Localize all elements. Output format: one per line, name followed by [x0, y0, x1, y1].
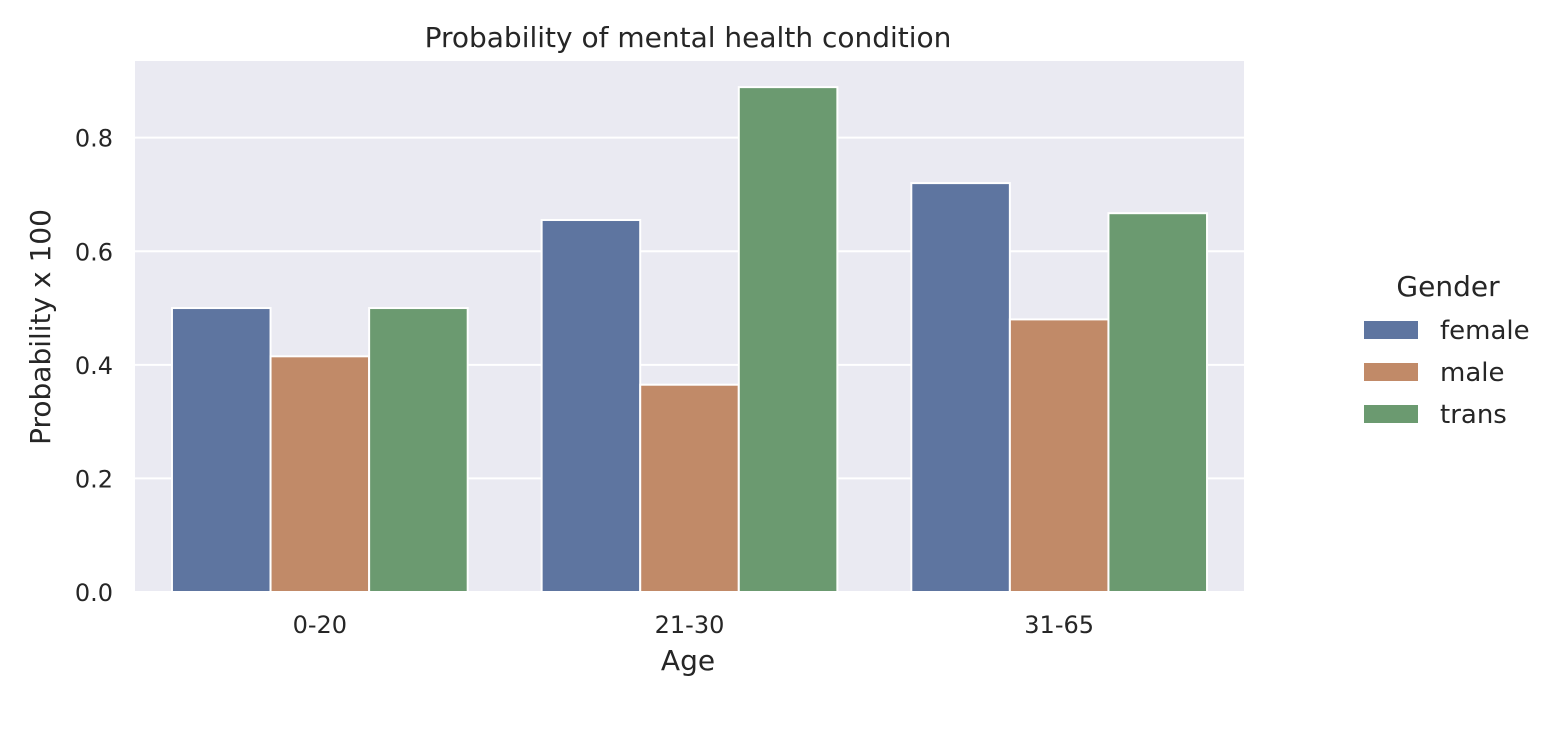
bar-female-31-65 — [910, 182, 1011, 594]
legend-swatch-male — [1364, 363, 1418, 381]
y-tick-label: 0.8 — [75, 125, 113, 153]
y-tick-label: 0.2 — [75, 465, 113, 493]
legend-label-female: female — [1440, 316, 1530, 346]
x-tick-label: 0-20 — [293, 611, 347, 639]
x-axis-label: Age — [661, 644, 715, 677]
bar-female-21-30 — [540, 219, 642, 593]
x-tick-label: 21-30 — [655, 611, 725, 639]
legend-label-trans: trans — [1440, 400, 1507, 430]
bar-female-0-20 — [170, 307, 272, 593]
x-axis-ticks: 0-20 21-30 31-65 — [293, 611, 1094, 639]
legend-swatch-female — [1364, 321, 1418, 339]
chart-title: Probability of mental health condition — [425, 21, 952, 54]
bar-male-0-20 — [269, 355, 371, 594]
bar-male-21-30 — [639, 383, 740, 594]
legend-items: female male trans — [1364, 316, 1530, 430]
legend-swatch-trans — [1364, 405, 1418, 423]
bar-male-31-65 — [1008, 318, 1110, 593]
y-tick-label: 0.4 — [75, 352, 113, 380]
y-tick-label: 0.0 — [75, 579, 113, 607]
bar-trans-21-30 — [737, 86, 839, 594]
bar-trans-0-20 — [368, 307, 469, 593]
y-tick-label: 0.6 — [75, 238, 113, 266]
bar-trans-31-65 — [1107, 212, 1209, 593]
legend-label-male: male — [1440, 358, 1504, 388]
y-axis-ticks: 0.0 0.2 0.4 0.6 0.8 — [75, 125, 113, 607]
bars — [170, 86, 1209, 594]
legend-title: Gender — [1396, 270, 1500, 303]
legend: Gender female male trans — [1364, 270, 1530, 430]
y-axis-label: Probability x 100 — [24, 209, 57, 445]
x-tick-label: 31-65 — [1024, 611, 1094, 639]
